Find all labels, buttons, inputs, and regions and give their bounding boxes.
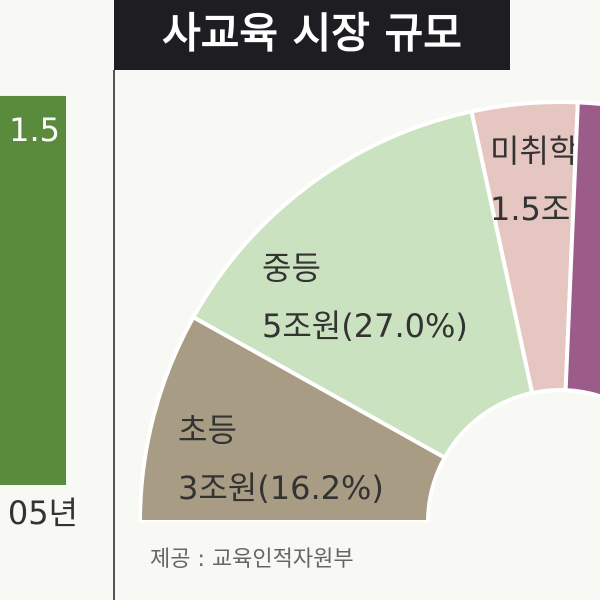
bar — [0, 95, 66, 485]
title-box — [114, 0, 510, 70]
slice-label: 초등 — [178, 411, 237, 449]
bottom-band — [116, 522, 600, 600]
value-label: 5조원(27.0%) — [262, 307, 468, 345]
slice — [190, 109, 535, 461]
data-label: 1.5 — [9, 111, 60, 149]
slice-label: 중등 — [262, 249, 321, 287]
chart-title: 사교육 시장 규모 — [162, 9, 462, 58]
x-tick-label: 05년 — [8, 494, 78, 532]
slice — [137, 314, 448, 524]
slice-label: 미취학 — [490, 132, 578, 170]
slice — [563, 100, 600, 399]
source: 제공 : 교육인적자원부 — [150, 547, 354, 572]
value-label: 3조원(16.2%) — [178, 469, 384, 507]
